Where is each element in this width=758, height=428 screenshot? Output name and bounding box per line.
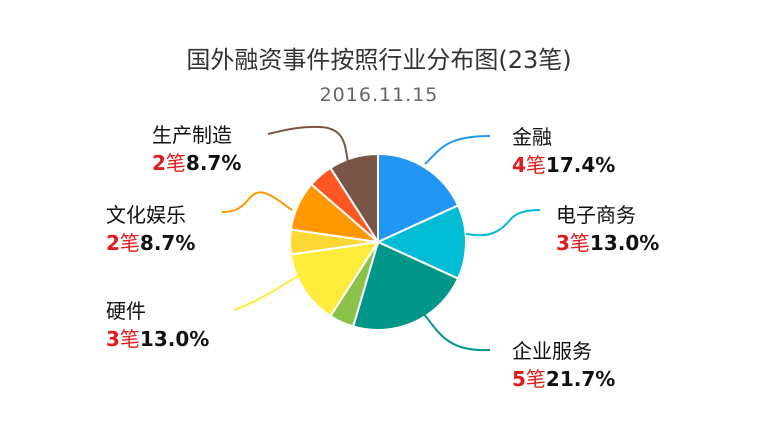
slice-label-6: 文化娱乐 <box>106 203 186 227</box>
pie-slice-1 <box>375 204 467 280</box>
chart-title: 国外融资事件按照行业分布图(23笔) <box>186 46 572 74</box>
slice-value-0: 4笔17.4% <box>512 153 615 177</box>
slice-value-6: 2笔8.7% <box>106 231 195 255</box>
leader-line-4 <box>233 274 301 311</box>
slice-label-2: 企业服务 <box>512 339 592 363</box>
leader-line-0 <box>424 135 491 165</box>
slice-label-4: 硬件 <box>106 299 146 323</box>
leader-line-6 <box>221 191 293 213</box>
leader-line-1 <box>465 209 541 237</box>
slice-value-1: 3笔13.0% <box>556 231 659 255</box>
pie-slice-8 <box>329 152 379 246</box>
leader-line-8 <box>267 125 349 164</box>
slice-label-0: 金融 <box>512 125 552 149</box>
chart-subtitle: 2016.11.15 <box>319 84 439 106</box>
slice-value-8: 2笔8.7% <box>152 151 241 175</box>
leader-line-2 <box>423 313 491 352</box>
slice-value-2: 5笔21.7% <box>512 367 615 391</box>
pie-slice-4 <box>289 240 381 318</box>
slice-value-4: 3笔13.0% <box>106 327 209 351</box>
pie-slice-2 <box>351 240 460 331</box>
slice-label-1: 电子商务 <box>556 203 636 227</box>
slice-label-8: 生产制造 <box>152 123 232 147</box>
pie-slice-0 <box>377 152 460 244</box>
